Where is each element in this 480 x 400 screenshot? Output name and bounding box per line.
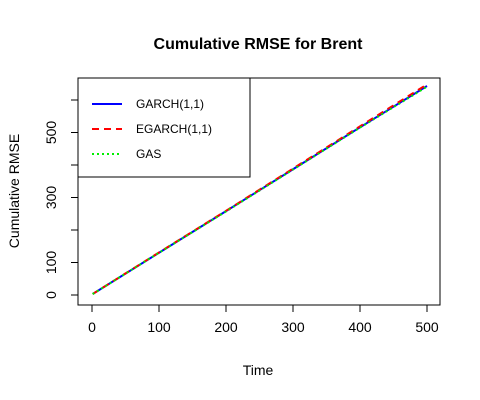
legend-box bbox=[77, 77, 251, 178]
x-axis: 0 100 200 300 400 500 bbox=[88, 304, 439, 335]
x-tick-label: 400 bbox=[348, 319, 372, 335]
y-axis-label: Cumulative RMSE bbox=[6, 134, 22, 248]
y-tick-label: 500 bbox=[43, 121, 59, 145]
x-tick-label: 0 bbox=[88, 319, 96, 335]
x-tick-label: 300 bbox=[281, 319, 305, 335]
series-lines bbox=[92, 83, 428, 295]
legend-label: GAS bbox=[136, 147, 161, 161]
x-tick-label: 200 bbox=[214, 319, 238, 335]
y-tick-label: 100 bbox=[43, 251, 59, 275]
y-tick-label: 300 bbox=[43, 186, 59, 210]
legend: GARCH(1,1) EGARCH(1,1) GAS bbox=[77, 77, 251, 178]
x-tick-label: 100 bbox=[147, 319, 171, 335]
y-axis: 0 100 300 500 bbox=[43, 87, 79, 299]
chart-title: Cumulative RMSE for Brent bbox=[154, 36, 364, 53]
x-tick-label: 500 bbox=[415, 319, 439, 335]
legend-label: GARCH(1,1) bbox=[136, 97, 204, 111]
series-line-gas bbox=[92, 85, 428, 295]
legend-label: EGARCH(1,1) bbox=[136, 122, 212, 136]
x-axis-label: Time bbox=[243, 362, 274, 378]
y-tick-label: 0 bbox=[43, 291, 59, 299]
